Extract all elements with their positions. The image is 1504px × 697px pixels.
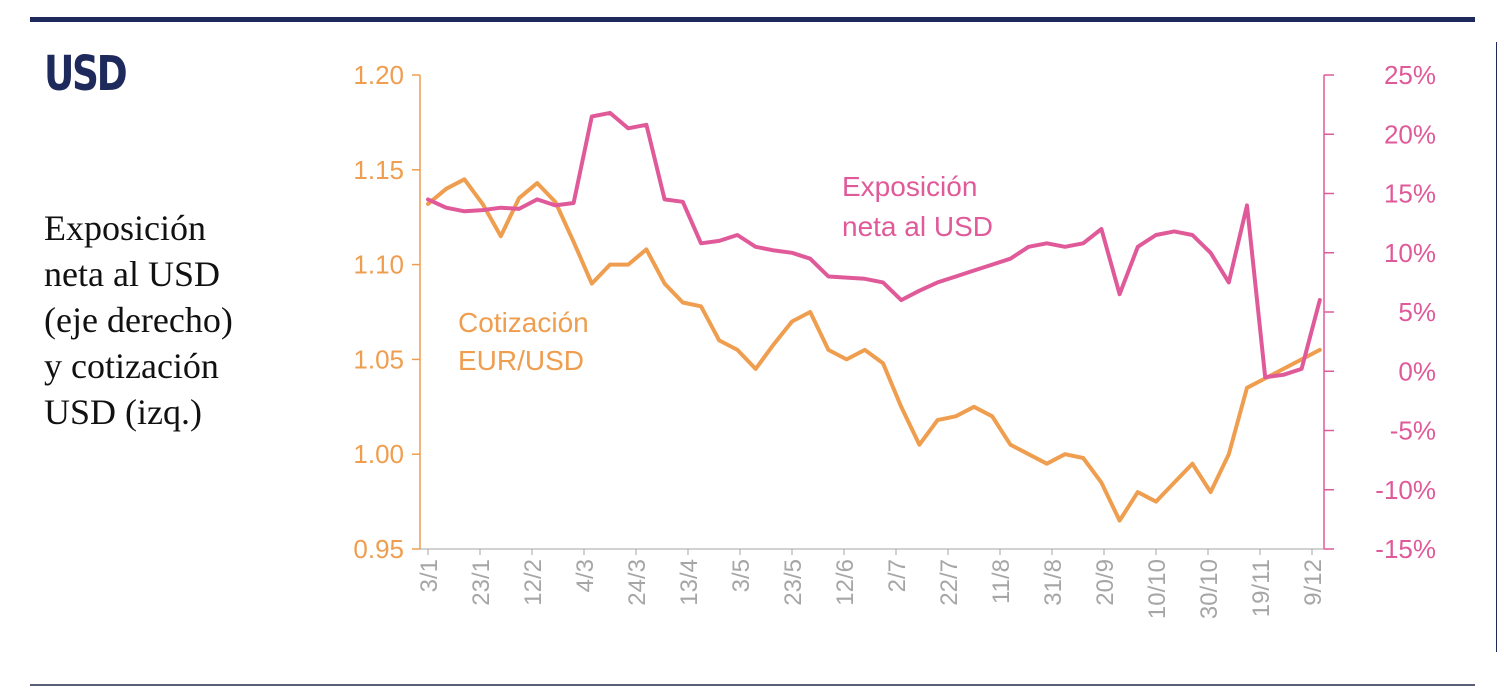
x-tick-label: 20/9 (1092, 559, 1119, 606)
top-rule (30, 17, 1475, 22)
x-tick-label: 3/1 (416, 559, 443, 592)
x-tick-label: 22/7 (936, 559, 963, 606)
right-tick-label: 0% (1398, 356, 1436, 386)
right-tick-label: 25% (1384, 60, 1436, 90)
right-tick-label: -10% (1375, 475, 1436, 505)
right-tick-label: 20% (1384, 119, 1436, 149)
series-lines (426, 110, 1322, 523)
x-tick-label: 12/2 (520, 559, 547, 606)
x-tick-label: 19/11 (1248, 559, 1275, 617)
exposure-annotation: Exposición (842, 171, 977, 202)
annotations: Cotización EUR/USD Exposición neta al USD (458, 171, 993, 376)
right-tick-label: 5% (1398, 297, 1436, 327)
x-tick-label: 11/8 (988, 559, 1015, 604)
description-line: USD (izq.) (44, 392, 202, 432)
x-tick-label: 12/6 (832, 559, 859, 606)
eur-usd-annotation: Cotización (458, 307, 589, 338)
axes: 1.20 1.15 1.10 1.05 1.00 0.95 25% 20% 15% 10% 5% 0%… (353, 60, 1436, 619)
left-tick-label: 1.15 (353, 155, 404, 185)
description-line: (eje derecho) (44, 300, 233, 340)
x-tick-label: 24/3 (624, 559, 651, 606)
description-line: y cotización (44, 346, 219, 386)
left-tick-label: 1.05 (353, 344, 404, 374)
left-tick-label: 1.10 (353, 250, 404, 280)
x-tick-label: 9/12 (1300, 559, 1327, 606)
right-tick-label: -5% (1390, 416, 1436, 446)
right-tick-label: 15% (1384, 179, 1436, 209)
right-rule (1496, 42, 1497, 652)
eur-usd-annotation: EUR/USD (458, 345, 584, 376)
right-tick-label: -15% (1375, 534, 1436, 564)
exposure-series-line (426, 110, 1322, 380)
eur-usd-series-line (426, 177, 1322, 523)
currency-badge: USD (44, 46, 128, 102)
chart-description: Exposición neta al USD (eje derecho) y c… (44, 205, 304, 435)
x-tick-label: 4/3 (572, 559, 599, 592)
bottom-rule (30, 684, 1475, 686)
exposure-annotation: neta al USD (842, 211, 993, 242)
x-tick-label: 2/7 (884, 559, 911, 592)
x-tick-label: 31/8 (1040, 559, 1067, 606)
description-line: neta al USD (44, 254, 220, 294)
x-tick-label: 23/5 (780, 559, 807, 606)
left-tick-label: 1.20 (353, 60, 404, 90)
x-tick-label: 10/10 (1144, 559, 1171, 619)
x-tick-label: 30/10 (1196, 559, 1223, 619)
x-tick-label: 23/1 (468, 559, 495, 606)
left-tick-label: 0.95 (353, 534, 404, 564)
x-tick-label: 3/5 (728, 559, 755, 592)
x-tick-label: 13/4 (676, 559, 703, 606)
description-line: Exposición (44, 208, 206, 248)
right-tick-label: 10% (1384, 238, 1436, 268)
left-tick-label: 1.00 (353, 439, 404, 469)
